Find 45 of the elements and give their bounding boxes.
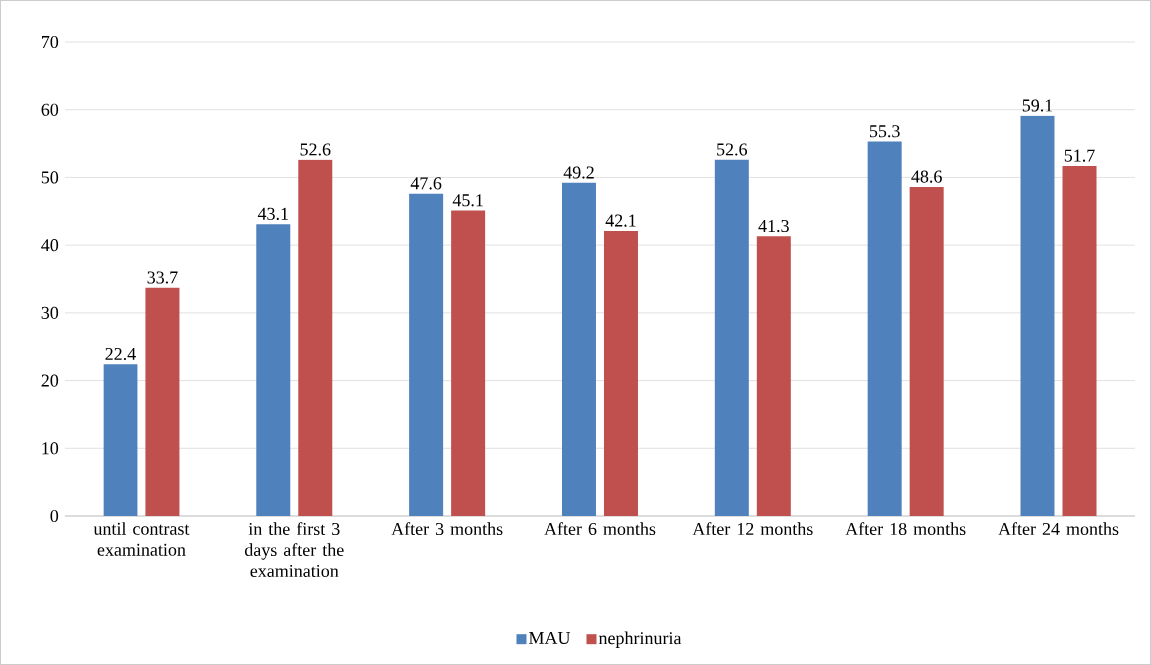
y-tick-label: 30 bbox=[41, 306, 59, 319]
bar bbox=[867, 141, 902, 516]
data-label: 59.1 bbox=[1022, 99, 1053, 112]
y-tick-label: 20 bbox=[41, 374, 59, 387]
bar bbox=[451, 210, 486, 516]
data-label: 33.7 bbox=[147, 271, 178, 284]
data-label: 48.6 bbox=[911, 170, 942, 183]
bar bbox=[561, 182, 596, 516]
data-label: 22.4 bbox=[105, 347, 136, 361]
y-tick-label: 70 bbox=[42, 35, 59, 49]
y-tick-label: 50 bbox=[41, 171, 59, 184]
bar bbox=[298, 159, 333, 516]
y-tick-label: 40 bbox=[41, 239, 59, 252]
bar bbox=[756, 236, 791, 516]
x-tick-label: After 6 months bbox=[544, 522, 656, 536]
data-label: 41.3 bbox=[758, 219, 789, 233]
data-label: 52.6 bbox=[717, 143, 748, 156]
bar bbox=[1062, 165, 1097, 516]
x-tick-label: After 12 months bbox=[692, 522, 813, 536]
x-tick-label: After 3 months bbox=[391, 522, 503, 536]
data-label: 52.6 bbox=[300, 143, 331, 156]
legend-label: MAU bbox=[529, 631, 571, 644]
data-label: 42.1 bbox=[605, 214, 636, 227]
y-tick-label: 10 bbox=[42, 442, 59, 455]
bar bbox=[714, 159, 749, 516]
x-tick-label: in the first 3 days after the examination bbox=[244, 522, 344, 578]
data-label: 45.1 bbox=[452, 194, 483, 207]
data-label: 47.6 bbox=[410, 177, 442, 190]
data-label: 43.1 bbox=[257, 207, 288, 220]
data-label: 49.2 bbox=[563, 166, 594, 179]
bar bbox=[603, 230, 638, 516]
bar bbox=[409, 193, 444, 516]
x-tick-label: After 18 months bbox=[845, 522, 966, 536]
legend-label: nephrinuria bbox=[598, 631, 682, 648]
bar bbox=[145, 287, 180, 516]
y-tick-label: 0 bbox=[50, 509, 59, 523]
bar bbox=[909, 186, 944, 516]
bar bbox=[1020, 115, 1055, 516]
bar bbox=[103, 364, 138, 516]
x-tick-label: After 24 months bbox=[998, 522, 1119, 536]
y-tick-label: 60 bbox=[41, 103, 59, 116]
data-label: 55.3 bbox=[869, 125, 900, 138]
x-tick-label: until contrast examination bbox=[93, 522, 190, 556]
bar bbox=[256, 224, 291, 516]
data-label: 51.7 bbox=[1064, 149, 1095, 162]
